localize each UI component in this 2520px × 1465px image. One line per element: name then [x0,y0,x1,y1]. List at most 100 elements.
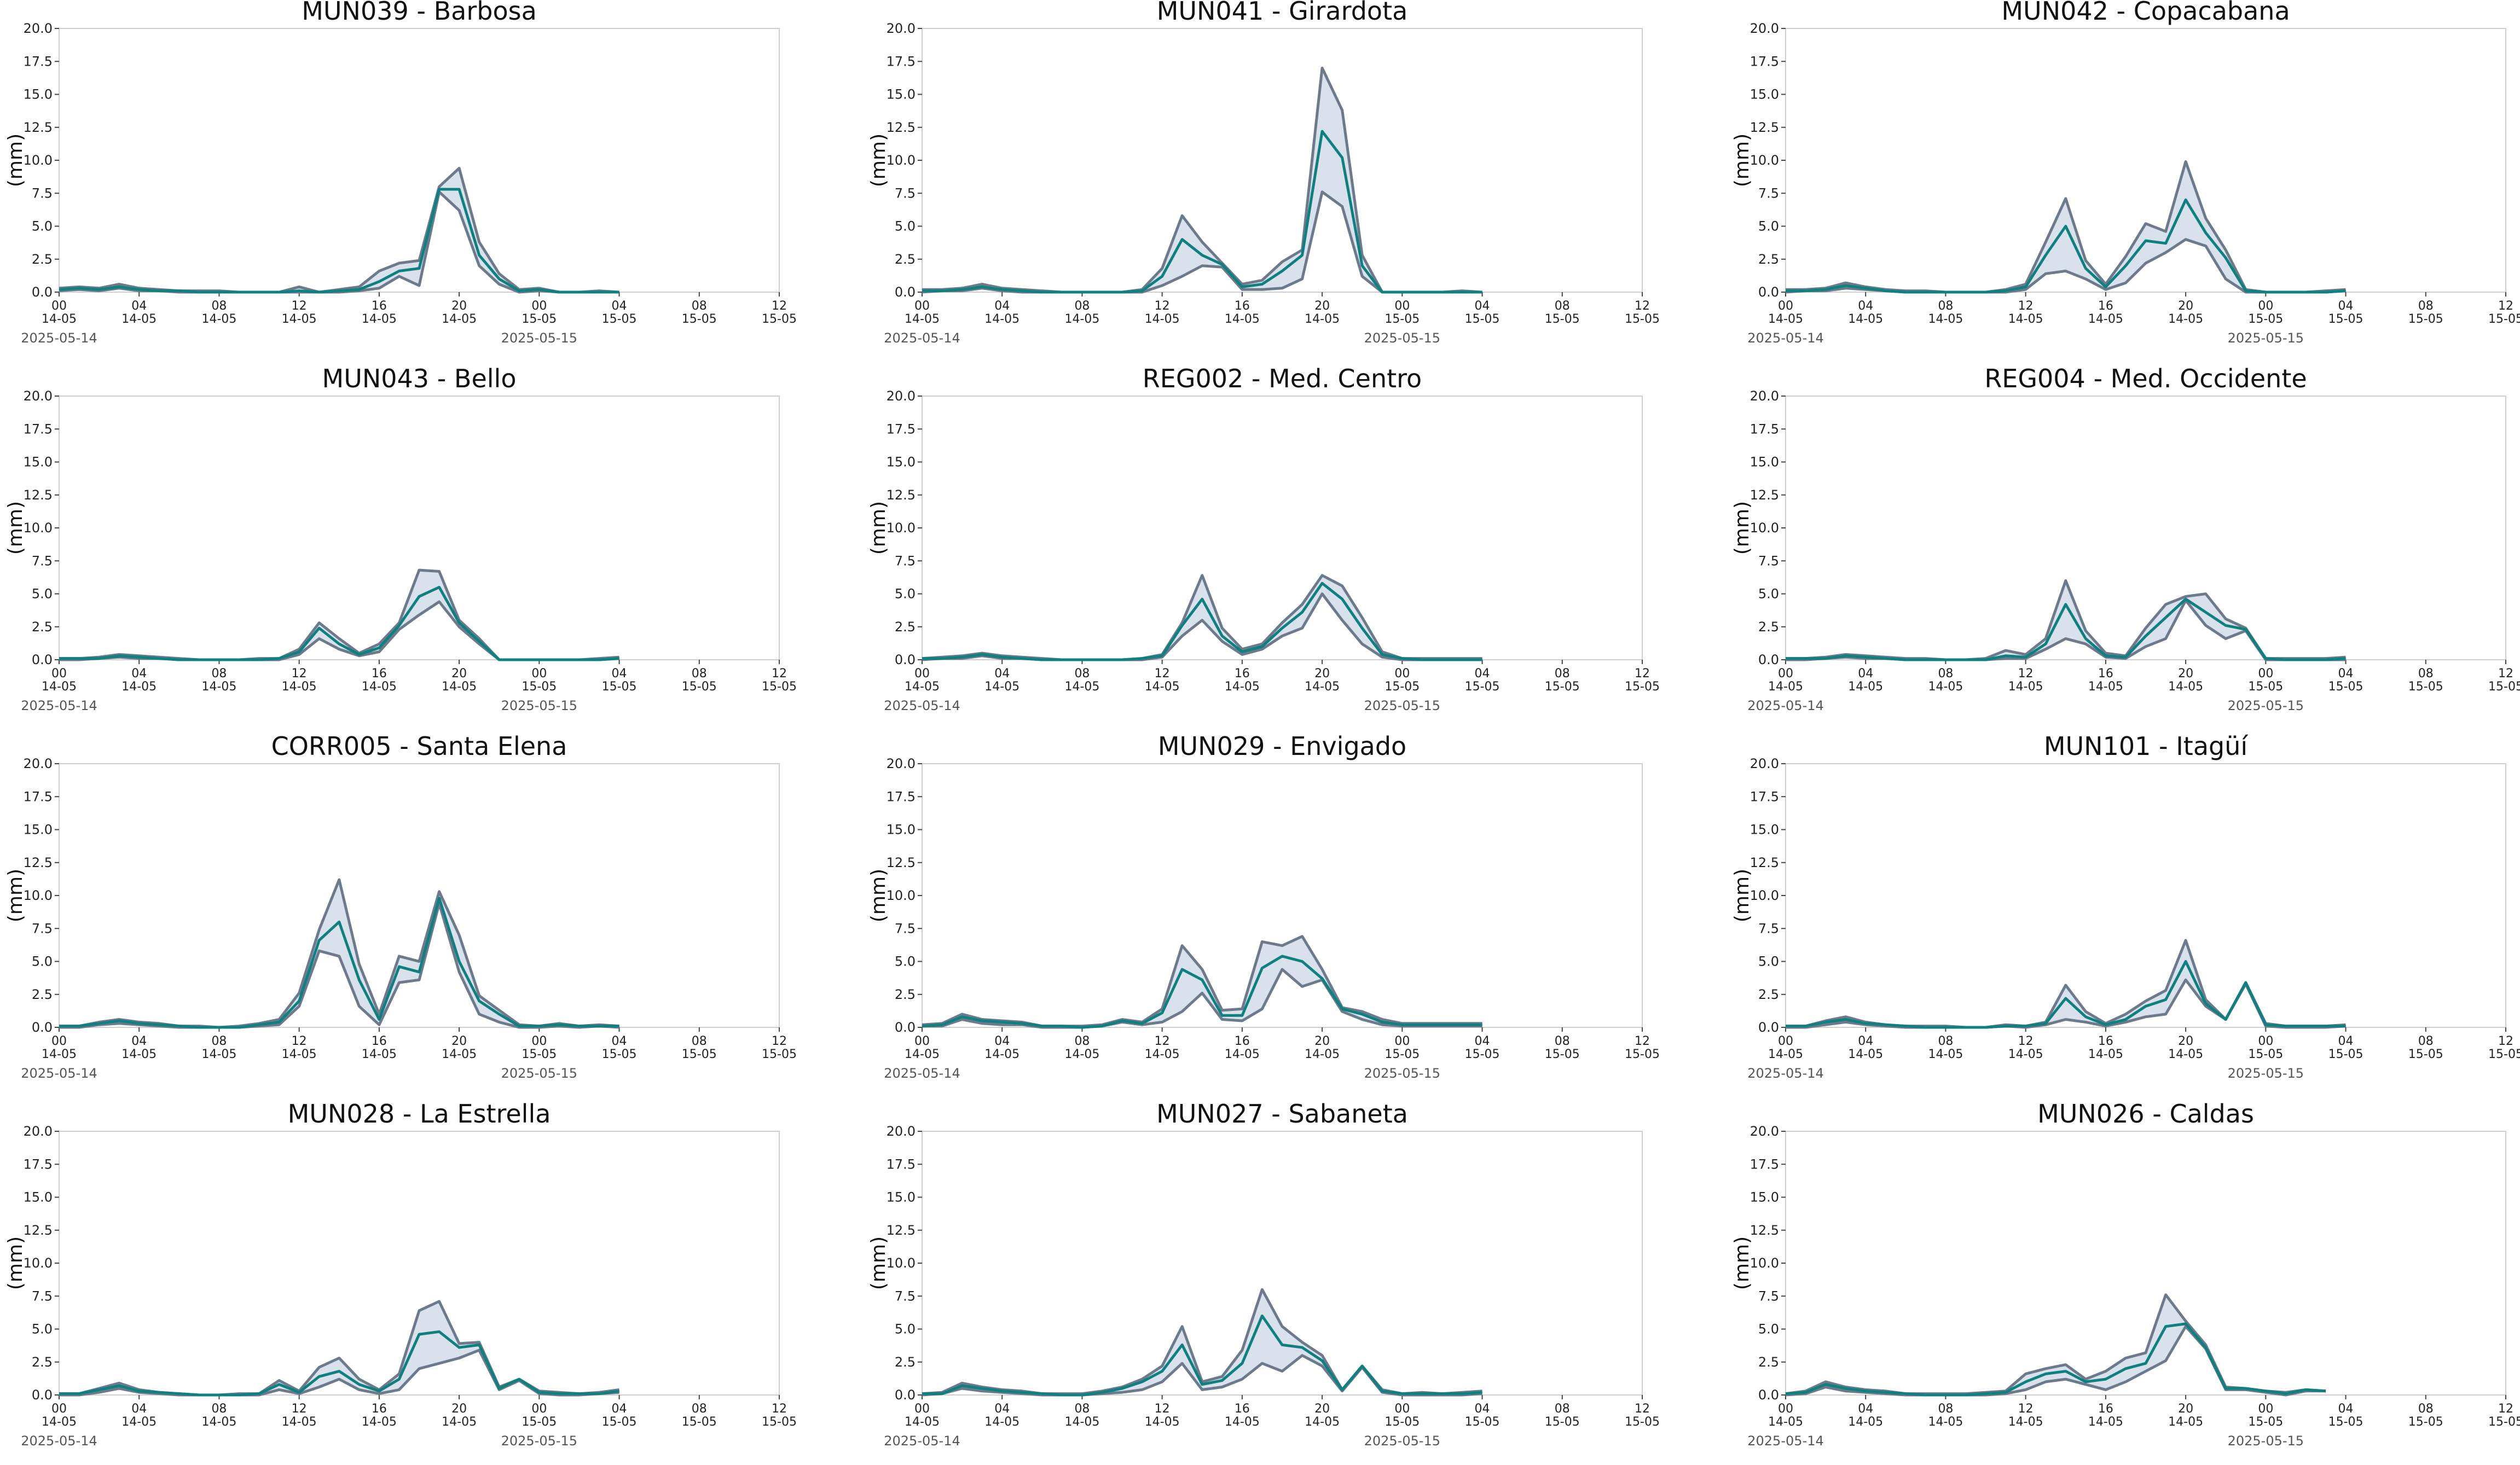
x-tick-hour-label: 00 [1778,299,1793,313]
upper-bound-line [59,168,619,293]
date-label: 2025-05-14 [21,1433,97,1449]
y-tick-label: 5.0 [1758,954,1779,969]
y-tick-label: 10.0 [887,1255,916,1271]
x-tick-hour-label: 08 [2418,1034,2434,1048]
x-tick-day-label: 15-05 [762,680,797,694]
x-tick-day-label: 14-05 [121,312,157,326]
y-tick-label: 12.5 [24,120,53,135]
x-tick-hour-label: 04 [131,667,147,681]
x-tick-day-label: 14-05 [1145,312,1180,326]
plot-frame [1786,396,2506,660]
y-tick-label: 17.5 [887,54,916,69]
x-tick-day-label: 14-05 [121,1048,157,1061]
x-tick-day-label: 15-05 [2248,1048,2283,1061]
y-tick-label: 10.0 [1750,153,1779,168]
x-tick-day-label: 15-05 [1625,1048,1660,1061]
x-tick-day-label: 14-05 [362,312,397,326]
y-tick-label: 17.5 [24,421,53,437]
y-tick-label: 15.0 [887,87,916,102]
x-tick-day-label: 15-05 [1384,1048,1420,1061]
x-tick-day-label: 14-05 [905,312,940,326]
x-tick-day-label: 15-05 [1384,312,1420,326]
x-tick-day-label: 14-05 [1848,1048,1883,1061]
x-tick-day-label: 14-05 [42,1048,77,1061]
x-tick-hour-label: 08 [2418,1402,2434,1416]
date-label: 2025-05-14 [21,698,97,713]
chart-svg: (mm)0.02.55.07.510.012.515.017.520.00014… [0,0,840,362]
y-tick-label: 0.0 [32,284,53,300]
x-tick-day-label: 15-05 [2328,312,2363,326]
x-tick-hour-label: 16 [1235,667,1250,681]
x-tick-day-label: 15-05 [522,1048,557,1061]
x-tick-day-label: 14-05 [1768,1048,1803,1061]
y-tick-label: 10.0 [24,888,53,903]
y-tick-label: 17.5 [887,789,916,804]
x-tick-hour-label: 00 [1394,299,1410,313]
x-tick-hour-label: 08 [1555,1402,1570,1416]
range-band [59,168,619,293]
x-tick-day-label: 15-05 [1465,1415,1500,1429]
x-tick-day-label: 14-05 [2008,680,2043,694]
date-label: 2025-05-14 [1747,1433,1823,1449]
x-tick-day-label: 15-05 [682,1415,717,1429]
y-tick-label: 5.0 [1758,219,1779,234]
x-tick-day-label: 14-05 [282,1048,317,1061]
x-tick-day-label: 14-05 [362,680,397,694]
y-tick-label: 2.5 [32,619,53,635]
y-tick-label: 10.0 [887,520,916,536]
x-tick-day-label: 15-05 [762,1415,797,1429]
x-tick-day-label: 14-05 [1768,312,1803,326]
x-tick-day-label: 15-05 [2248,1415,2283,1429]
x-tick-hour-label: 12 [772,667,787,681]
x-tick-day-label: 14-05 [1928,312,1963,326]
y-tick-label: 7.5 [32,921,53,936]
x-tick-hour-label: 12 [2498,299,2513,313]
x-tick-day-label: 14-05 [1145,1415,1180,1429]
y-tick-label: 0.0 [895,284,916,300]
y-tick-label: 0.0 [32,1387,53,1403]
x-tick-day-label: 14-05 [1848,1415,1883,1429]
x-tick-day-label: 15-05 [1545,312,1580,326]
chart-svg: (mm)0.02.55.07.510.012.515.017.520.00014… [1727,735,2520,1097]
x-tick-hour-label: 12 [292,667,307,681]
x-tick-hour-label: 00 [1778,1034,1793,1048]
x-tick-hour-label: 08 [1555,667,1570,681]
x-tick-hour-label: 00 [914,1034,930,1048]
y-tick-label: 20.0 [887,21,916,36]
x-tick-hour-label: 08 [211,1402,227,1416]
date-label: 2025-05-15 [2228,1066,2304,1081]
x-tick-hour-label: 12 [2018,1402,2034,1416]
y-tick-label: 0.0 [1758,1020,1779,1035]
x-tick-hour-label: 16 [1235,299,1250,313]
x-tick-day-label: 14-05 [1225,1415,1260,1429]
y-tick-label: 7.5 [1758,921,1779,936]
date-label: 2025-05-14 [21,1066,97,1081]
plot-frame [59,396,779,660]
x-tick-day-label: 14-05 [984,1048,1019,1061]
y-tick-label: 15.0 [24,455,53,470]
x-tick-hour-label: 08 [211,667,227,681]
x-tick-hour-label: 00 [531,1034,547,1048]
x-tick-day-label: 14-05 [2008,1048,2043,1061]
x-tick-day-label: 14-05 [442,312,477,326]
y-tick-label: 20.0 [1750,388,1779,404]
x-tick-day-label: 14-05 [121,1415,157,1429]
x-tick-hour-label: 20 [1314,1402,1330,1416]
x-tick-day-label: 15-05 [2488,680,2520,694]
x-tick-hour-label: 04 [2338,1402,2354,1416]
y-tick-label: 10.0 [1750,520,1779,536]
date-label: 2025-05-15 [501,1433,577,1449]
y-tick-label: 7.5 [895,553,916,568]
x-tick-day-label: 15-05 [2328,1415,2363,1429]
x-tick-hour-label: 16 [2098,667,2113,681]
x-tick-day-label: 15-05 [1625,1415,1660,1429]
x-tick-hour-label: 12 [2018,299,2034,313]
y-tick-label: 20.0 [1750,756,1779,771]
x-tick-day-label: 14-05 [1928,1048,1963,1061]
date-label: 2025-05-14 [884,330,960,346]
